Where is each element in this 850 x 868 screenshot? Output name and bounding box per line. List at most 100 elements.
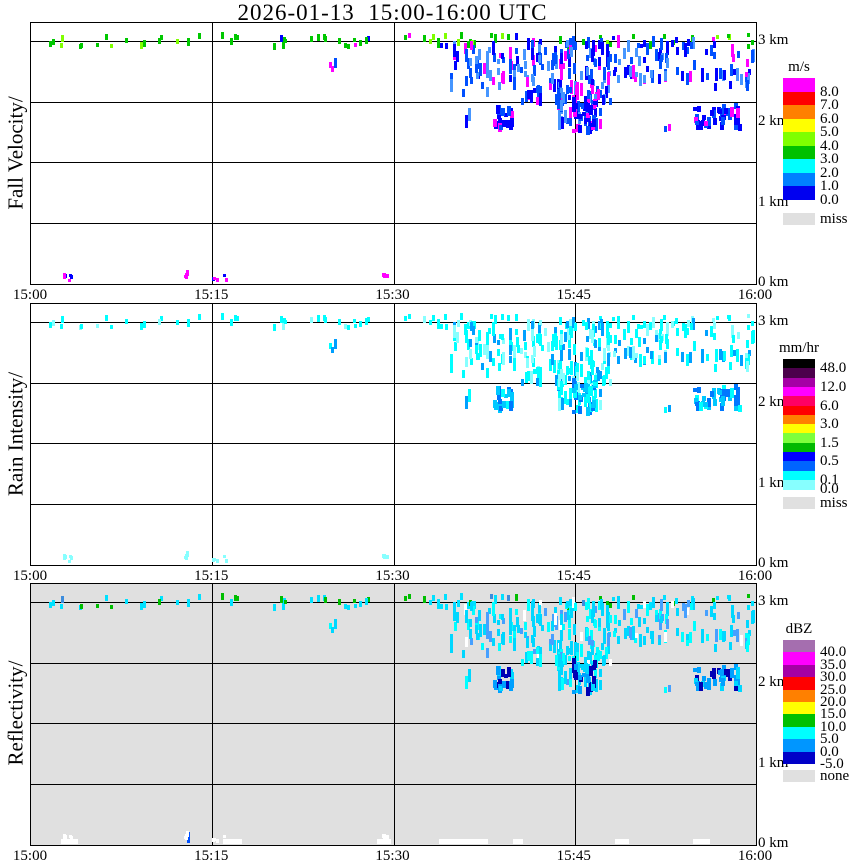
data-point xyxy=(573,362,577,376)
data-point xyxy=(506,389,511,397)
data-point xyxy=(612,350,616,358)
data-point xyxy=(681,351,685,363)
colorbar-segment xyxy=(783,118,815,133)
data-point xyxy=(706,116,711,127)
data-point xyxy=(747,324,751,330)
data-point xyxy=(585,678,590,683)
data-point xyxy=(580,352,584,362)
data-point xyxy=(686,47,690,54)
data-point xyxy=(586,674,591,684)
data-point xyxy=(550,72,554,85)
data-point xyxy=(632,346,636,360)
data-point xyxy=(324,317,328,323)
data-point xyxy=(510,110,515,118)
data-point xyxy=(465,676,469,690)
data-point xyxy=(367,597,371,602)
data-point xyxy=(488,46,492,53)
data-point xyxy=(631,34,635,40)
data-point xyxy=(632,626,636,640)
data-point xyxy=(734,675,739,683)
data-point xyxy=(640,325,644,330)
colorbar-tick-label: 3.0 xyxy=(820,416,839,433)
data-point xyxy=(586,113,591,123)
data-point xyxy=(604,366,608,379)
data-point xyxy=(486,63,490,78)
data-point xyxy=(569,361,573,376)
data-point xyxy=(567,610,571,620)
data-point xyxy=(185,831,189,837)
data-point xyxy=(352,598,356,604)
data-point xyxy=(450,640,454,653)
time-tick-label: 15:45 xyxy=(556,568,591,584)
data-point xyxy=(666,322,670,337)
data-point xyxy=(309,317,313,324)
data-point xyxy=(715,628,719,642)
time-tick-label: 15:45 xyxy=(556,848,591,864)
data-point xyxy=(444,594,448,600)
data-point xyxy=(105,595,109,602)
colorbar-tick-label: 0.0 xyxy=(820,191,839,208)
colorbar-tick-label: 7.0 xyxy=(820,97,839,113)
data-point xyxy=(568,38,572,50)
data-point xyxy=(105,315,109,322)
data-point xyxy=(140,602,144,610)
data-point xyxy=(485,367,489,378)
data-point xyxy=(600,363,604,370)
height-tick-label: 2 km xyxy=(758,393,789,410)
data-point xyxy=(160,315,164,322)
data-point xyxy=(693,398,698,404)
data-point xyxy=(428,320,432,326)
data-point xyxy=(700,681,705,687)
data-point xyxy=(564,611,568,623)
data-point xyxy=(665,52,669,64)
data-point xyxy=(649,350,653,359)
data-point xyxy=(558,36,562,44)
data-point xyxy=(533,64,537,77)
data-point xyxy=(533,625,537,638)
data-point xyxy=(316,33,320,41)
height-axis-rain-intensity: 3 km 2 km 1 km 0 km xyxy=(758,303,798,571)
data-point xyxy=(197,593,201,600)
data-point xyxy=(462,88,466,98)
data-point xyxy=(509,401,514,412)
data-point xyxy=(715,34,719,40)
colorbar-missing-swatch xyxy=(783,212,815,225)
colorbar-segment xyxy=(783,186,815,200)
data-point xyxy=(614,66,618,72)
data-point xyxy=(468,629,472,639)
data-point xyxy=(331,627,335,634)
data-point xyxy=(695,681,700,686)
data-point xyxy=(564,391,567,404)
data-point xyxy=(559,349,563,362)
data-point xyxy=(525,91,529,102)
data-point xyxy=(646,65,650,72)
data-point xyxy=(329,623,333,629)
data-point xyxy=(516,625,520,634)
data-point xyxy=(582,672,587,678)
data-point xyxy=(272,43,276,50)
data-point xyxy=(597,649,601,661)
data-point xyxy=(470,357,474,365)
data-point xyxy=(185,551,189,557)
data-point xyxy=(215,277,219,282)
data-point xyxy=(598,119,602,129)
data-point xyxy=(473,321,477,329)
data-point xyxy=(751,39,755,46)
data-point xyxy=(230,318,234,327)
data-point xyxy=(571,97,576,107)
data-point xyxy=(567,49,571,59)
data-point xyxy=(582,111,587,117)
data-point xyxy=(724,669,729,675)
data-point xyxy=(539,86,542,96)
data-point xyxy=(322,314,326,322)
colorbar-tick-label: 4.0 xyxy=(820,137,839,154)
colorbar-missing-label: none xyxy=(820,768,850,784)
data-point xyxy=(671,40,675,48)
data-point xyxy=(140,322,144,330)
data-point xyxy=(609,97,613,106)
data-point xyxy=(558,110,562,122)
height-tick-label: 1 km xyxy=(758,754,789,771)
data-point xyxy=(675,608,679,616)
data-point xyxy=(386,554,390,559)
data-point xyxy=(63,554,67,561)
